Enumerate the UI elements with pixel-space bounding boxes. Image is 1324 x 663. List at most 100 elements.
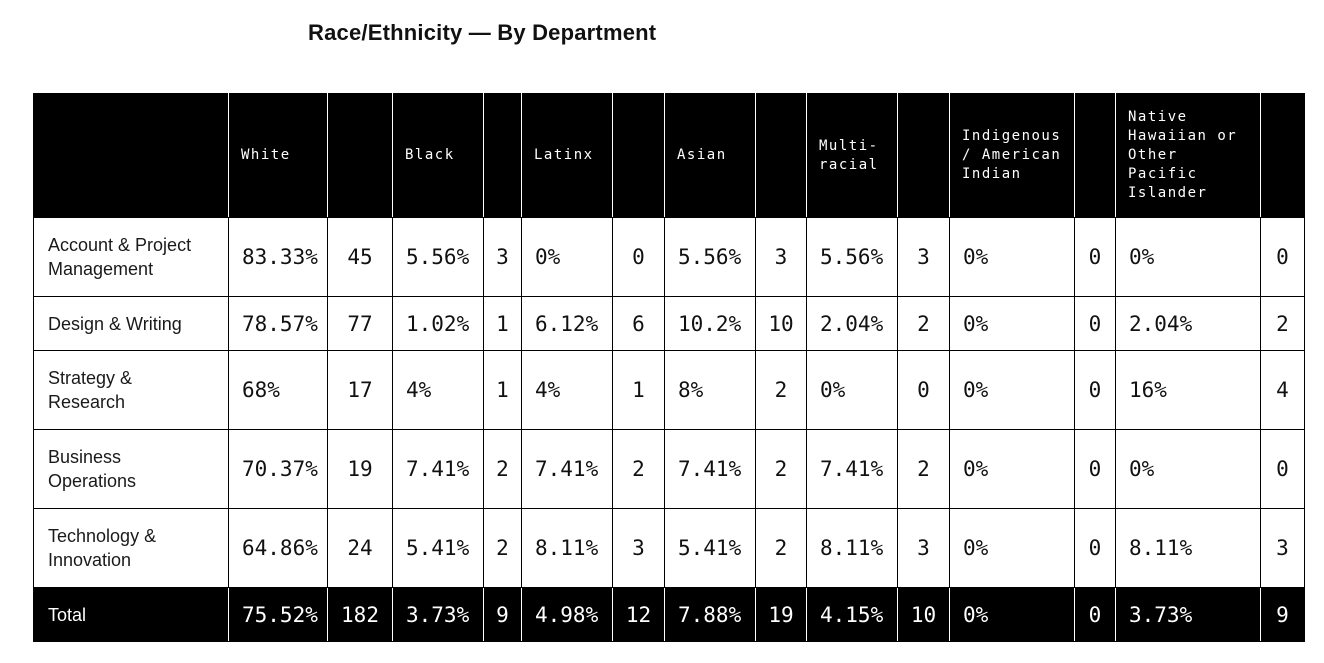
count-cell: 2 <box>1260 296 1305 351</box>
percent-cell: 4% <box>392 350 484 430</box>
row-label: Technology & Innovation <box>33 508 229 588</box>
row-label: Design & Writing <box>33 296 229 351</box>
percent-cell: 8.11% <box>1115 508 1261 588</box>
percent-cell: 5.41% <box>392 508 484 588</box>
column-header-spacer-black <box>483 93 522 218</box>
count-cell: 2 <box>897 429 950 509</box>
count-cell: 2 <box>755 429 807 509</box>
count-cell: 3 <box>483 217 522 297</box>
percent-cell: 3.73% <box>1115 587 1261 642</box>
count-cell: 24 <box>327 508 393 588</box>
count-cell: 0 <box>1074 429 1116 509</box>
percent-cell: 83.33% <box>228 217 328 297</box>
percent-cell: 4.98% <box>521 587 613 642</box>
column-header-spacer-indigenous-american-indian <box>1074 93 1116 218</box>
column-header-spacer-multi-racial <box>897 93 950 218</box>
count-cell: 0 <box>1260 429 1305 509</box>
race-ethnicity-table: White Black Latinx Asian Multi- racial Indige… <box>33 93 1305 642</box>
count-cell: 19 <box>327 429 393 509</box>
count-cell: 45 <box>327 217 393 297</box>
table-row-strategy-research: Strategy & Research 68% 17 4% 1 4% 1 8% 2 0% 0 0% 0 1… <box>33 350 1305 430</box>
percent-cell: 7.88% <box>664 587 756 642</box>
count-cell: 0 <box>1074 217 1116 297</box>
row-label: Account & Project Management <box>33 217 229 297</box>
percent-cell: 68% <box>228 350 328 430</box>
count-cell: 2 <box>755 508 807 588</box>
count-cell: 10 <box>897 587 950 642</box>
table-body: Account & Project Management 83.33% 45 5.56… <box>33 217 1305 642</box>
column-header-spacer-latinx <box>612 93 665 218</box>
percent-cell: 2.04% <box>806 296 898 351</box>
corner-cell <box>33 93 229 218</box>
percent-cell: 7.41% <box>806 429 898 509</box>
row-label: Total <box>33 587 229 642</box>
percent-cell: 4% <box>521 350 613 430</box>
count-cell: 4 <box>1260 350 1305 430</box>
count-cell: 2 <box>612 429 665 509</box>
percent-cell: 5.41% <box>664 508 756 588</box>
percent-cell: 8.11% <box>521 508 613 588</box>
count-cell: 0 <box>1074 508 1116 588</box>
count-cell: 6 <box>612 296 665 351</box>
column-header-spacer-white <box>327 93 393 218</box>
column-header-black: Black <box>392 93 484 218</box>
percent-cell: 0% <box>949 296 1075 351</box>
percent-cell: 7.41% <box>664 429 756 509</box>
percent-cell: 1.02% <box>392 296 484 351</box>
count-cell: 3 <box>897 508 950 588</box>
percent-cell: 78.57% <box>228 296 328 351</box>
count-cell: 9 <box>1260 587 1305 642</box>
table-row-technology-innovation: Technology & Innovation 64.86% 24 5.41% 2 8.1… <box>33 508 1305 588</box>
percent-cell: 70.37% <box>228 429 328 509</box>
percent-cell: 0% <box>806 350 898 430</box>
column-header-indigenous-american-indian: Indigenous / American Indian <box>949 93 1075 218</box>
count-cell: 0 <box>1074 587 1116 642</box>
percent-cell: 0% <box>949 508 1075 588</box>
percent-cell: 64.86% <box>228 508 328 588</box>
count-cell: 0 <box>1074 350 1116 430</box>
count-cell: 0 <box>612 217 665 297</box>
count-cell: 2 <box>897 296 950 351</box>
percent-cell: 5.56% <box>664 217 756 297</box>
percent-cell: 5.56% <box>392 217 484 297</box>
column-header-multi-racial: Multi- racial <box>806 93 898 218</box>
column-header-spacer-native-hawaiian-or-other-pacific-islander <box>1260 93 1305 218</box>
percent-cell: 4.15% <box>806 587 898 642</box>
percent-cell: 0% <box>949 350 1075 430</box>
percent-cell: 0% <box>521 217 613 297</box>
header-row: White Black Latinx Asian Multi- racial Indige… <box>33 93 1305 218</box>
count-cell: 3 <box>897 217 950 297</box>
count-cell: 19 <box>755 587 807 642</box>
count-cell: 9 <box>483 587 522 642</box>
count-cell: 182 <box>327 587 393 642</box>
column-header-asian: Asian <box>664 93 756 218</box>
count-cell: 2 <box>755 350 807 430</box>
count-cell: 10 <box>755 296 807 351</box>
page-title: Race/Ethnicity — By Department <box>308 20 657 45</box>
count-cell: 3 <box>755 217 807 297</box>
column-header-white: White <box>228 93 328 218</box>
percent-cell: 0% <box>949 587 1075 642</box>
count-cell: 0 <box>1260 217 1305 297</box>
column-header-native-hawaiian-or-other-pacific-islander: Native Hawaiian or Other Pacific Islande… <box>1115 93 1261 218</box>
count-cell: 3 <box>1260 508 1305 588</box>
count-cell: 1 <box>483 350 522 430</box>
table-header: White Black Latinx Asian Multi- racial Indige… <box>33 93 1305 218</box>
row-label: Business Operations <box>33 429 229 509</box>
count-cell: 2 <box>483 508 522 588</box>
count-cell: 77 <box>327 296 393 351</box>
percent-cell: 8% <box>664 350 756 430</box>
count-cell: 17 <box>327 350 393 430</box>
percent-cell: 8.11% <box>806 508 898 588</box>
percent-cell: 7.41% <box>521 429 613 509</box>
percent-cell: 0% <box>1115 429 1261 509</box>
column-header-latinx: Latinx <box>521 93 613 218</box>
row-label: Strategy & Research <box>33 350 229 430</box>
table-row-account-project-management: Account & Project Management 83.33% 45 5.56… <box>33 217 1305 297</box>
percent-cell: 16% <box>1115 350 1261 430</box>
percent-cell: 3.73% <box>392 587 484 642</box>
percent-cell: 2.04% <box>1115 296 1261 351</box>
count-cell: 2 <box>483 429 522 509</box>
total-row: Total 75.52% 182 3.73% 9 4.98% 12 7.88% 19 4.15% 1… <box>33 587 1305 642</box>
column-header-spacer-asian <box>755 93 807 218</box>
